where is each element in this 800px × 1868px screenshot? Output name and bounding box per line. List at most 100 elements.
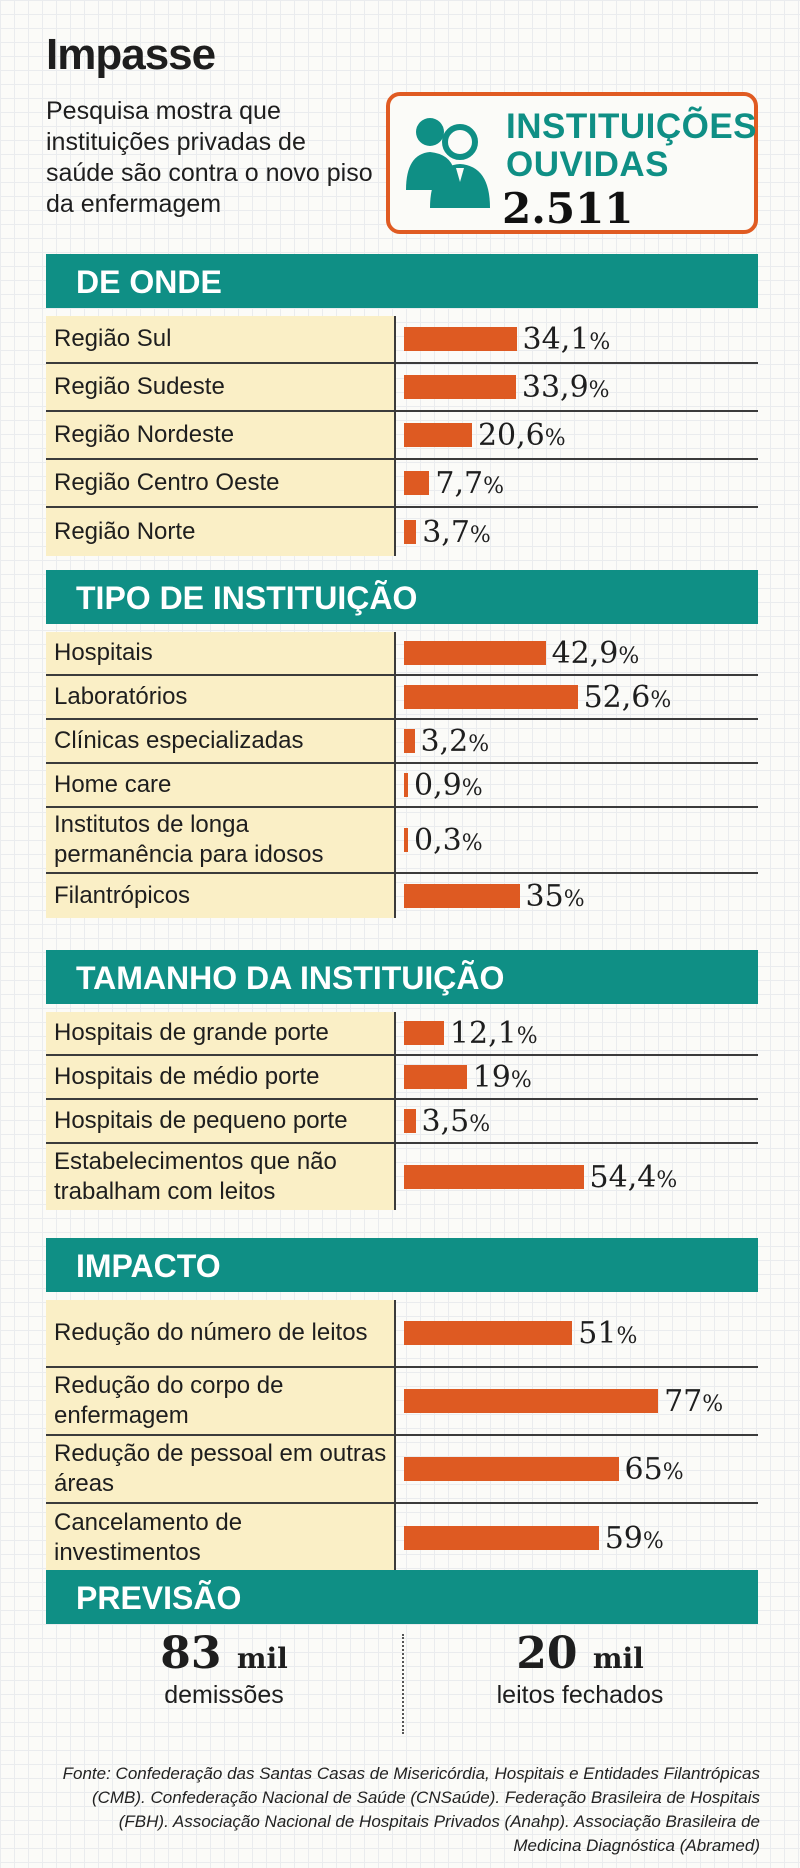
bar <box>404 1021 444 1045</box>
bar-row: Home care 0,9% <box>46 764 758 808</box>
bar-category-label: Filantrópicos <box>46 874 396 918</box>
bar-row: Hospitais de pequeno porte 3,5% <box>46 1100 758 1144</box>
bar-category-label: Região Centro Oeste <box>46 460 396 506</box>
section-header: IMPACTO <box>46 1238 758 1292</box>
bar-value-percent: % <box>461 830 483 856</box>
bar-rows: Região Sul 34,1% Região Sudeste 33,9% Região… <box>46 316 758 556</box>
bar-value-number: 7,7 <box>435 465 484 501</box>
section-header: TAMANHO DA INSTITUIÇÃO <box>46 950 758 1004</box>
bar <box>404 471 430 495</box>
bar-row: Redução do corpo de enfermagem 77% <box>46 1368 758 1436</box>
bar-category-label: Região Norte <box>46 508 396 556</box>
bar-value-number: 0,3 <box>414 822 462 858</box>
bar-value-label: 12,1% <box>450 1016 538 1051</box>
bar-row: Laboratórios 52,6% <box>46 676 758 720</box>
bar-row: Estabelecimentos que não trabalham com l… <box>46 1144 758 1210</box>
bar-value-label: 77% <box>664 1384 723 1419</box>
bar-cell: 34,1% <box>396 316 758 362</box>
bar-cell: 35% <box>396 874 758 918</box>
bar <box>404 828 408 852</box>
bar-value-label: 3,5% <box>422 1104 491 1139</box>
bar <box>404 773 408 797</box>
bar <box>404 1457 619 1481</box>
bar-category-label: Região Nordeste <box>46 412 396 458</box>
bar <box>404 1109 416 1133</box>
previsao-number-value: 83 <box>160 1628 222 1679</box>
bar-value-number: 3,2 <box>420 723 469 759</box>
bar-category-label: Hospitais de grande porte <box>46 1012 396 1054</box>
bar-cell: 0,9% <box>396 764 758 806</box>
bar-row: Região Norte 3,7% <box>46 508 758 556</box>
bar <box>404 1165 584 1189</box>
bar-row: Institutos de longa permanência para ido… <box>46 808 758 874</box>
section-header: TIPO DE INSTITUIÇÃO <box>46 570 758 624</box>
bar-category-label: Região Sudeste <box>46 364 396 410</box>
bar-value-number: 52,6 <box>583 679 651 715</box>
bar-category-label: Região Sul <box>46 316 396 362</box>
bar-value-percent: % <box>563 886 585 912</box>
previsao-item: 83 mil demissões <box>46 1628 402 1710</box>
bar <box>404 375 516 399</box>
bar <box>404 641 546 665</box>
bar-category-label: Redução de pessoal em outras áreas <box>46 1436 396 1502</box>
bar-value-number: 33,9 <box>521 369 589 405</box>
bar-category-label: Institutos de longa permanência para ido… <box>46 808 396 872</box>
bar-row: Filantrópicos 35% <box>46 874 758 918</box>
bar-value-percent: % <box>544 425 566 451</box>
bar-row: Cancelamento de investimentos 59% <box>46 1504 758 1572</box>
bar-value-percent: % <box>642 1528 664 1554</box>
bar-category-label: Home care <box>46 764 396 806</box>
bar-value-percent: % <box>616 1323 638 1349</box>
bar-cell: 7,7% <box>396 460 758 506</box>
bar-category-label: Redução do corpo de enfermagem <box>46 1368 396 1434</box>
bar-cell: 51% <box>396 1300 758 1366</box>
previsao-number-value: 20 <box>516 1628 578 1679</box>
previsao-item: 20 mil leitos fechados <box>402 1628 758 1710</box>
previsao-number: 20 mil <box>402 1628 758 1679</box>
bar-value-percent: % <box>483 473 505 499</box>
badge-label: INSTITUIÇÕES OUVIDAS <box>506 108 757 184</box>
bar-value-number: 34,1 <box>522 321 590 357</box>
bar-row: Hospitais de médio porte 19% <box>46 1056 758 1100</box>
bar <box>404 520 417 544</box>
page-subtitle: Pesquisa mostra que instituições privada… <box>46 97 373 218</box>
source-note: Fonte: Confederação das Santas Casas de … <box>62 1764 760 1855</box>
bar-value-label: 65% <box>625 1452 684 1487</box>
badge-value: 2.511 <box>502 184 634 233</box>
bar-value-label: 34,1% <box>523 322 611 357</box>
bar-cell: 3,5% <box>396 1100 758 1142</box>
bar-cell: 77% <box>396 1368 758 1434</box>
previsao-number: 83 mil <box>46 1628 402 1679</box>
bar-value-percent: % <box>468 731 490 757</box>
previsao-label: demissões <box>164 1681 284 1709</box>
bar-value-label: 52,6% <box>584 680 672 715</box>
bar-value-percent: % <box>469 522 491 548</box>
bar-value-label: 0,9% <box>414 768 483 803</box>
bar-value-label: 54,4% <box>590 1160 678 1195</box>
bar-cell: 20,6% <box>396 412 758 458</box>
bar-cell: 42,9% <box>396 632 758 674</box>
bar-cell: 19% <box>396 1056 758 1098</box>
previsao-divider <box>402 1634 404 1734</box>
bar-value-number: 77 <box>664 1383 703 1419</box>
bar-value-label: 42,9% <box>552 636 640 671</box>
bar-cell: 12,1% <box>396 1012 758 1054</box>
bar-value-label: 20,6% <box>478 418 566 453</box>
bar-rows: Hospitais de grande porte 12,1% Hospitais … <box>46 1012 758 1210</box>
bar-value-percent: % <box>662 1459 684 1485</box>
bar-value-number: 12,1 <box>449 1015 517 1051</box>
bar-category-label: Laboratórios <box>46 676 396 718</box>
bar <box>404 729 415 753</box>
bar-row: Região Sul 34,1% <box>46 316 758 364</box>
bar-value-label: 3,2% <box>421 724 490 759</box>
bar-value-number: 65 <box>624 1451 663 1487</box>
bar-category-label: Redução do número de leitos <box>46 1300 396 1366</box>
bar-value-number: 54,4 <box>589 1159 657 1195</box>
bar <box>404 1065 467 1089</box>
bar-value-label: 7,7% <box>435 466 504 501</box>
bar <box>404 423 472 447</box>
bar-rows: Redução do número de leitos 51% Redução do… <box>46 1300 758 1572</box>
bar-cell: 0,3% <box>396 808 758 872</box>
bar-row: Região Sudeste 33,9% <box>46 364 758 412</box>
